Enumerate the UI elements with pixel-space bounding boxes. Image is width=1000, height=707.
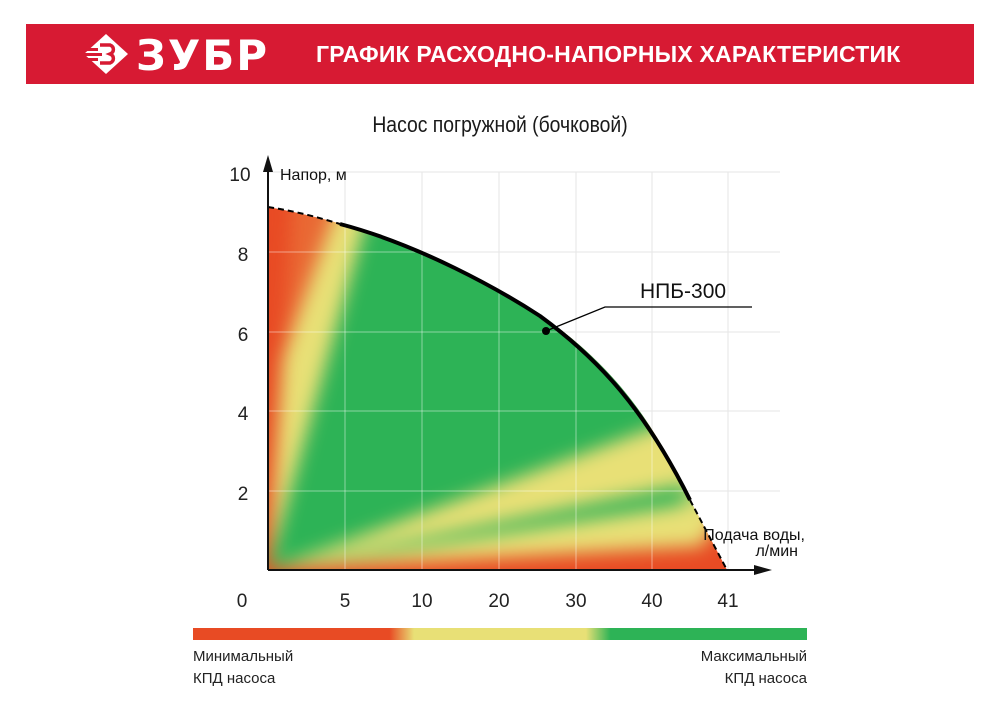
brand-name: ЗУБР (136, 31, 269, 78)
svg-text:10: 10 (229, 165, 250, 186)
x-axis-arrow-icon (754, 565, 772, 575)
efficiency-legend-bar (193, 628, 807, 640)
chart-title: Насос погружной (бочковой) (372, 112, 628, 137)
svg-text:20: 20 (488, 591, 509, 612)
svg-text:8: 8 (238, 245, 249, 266)
banner-title: ГРАФИК РАСХОДНО-НАПОРНЫХ ХАРАКТЕРИСТИК (316, 41, 901, 67)
efficiency-heatmap (268, 207, 727, 570)
legend-min-line2: КПД насоса (193, 670, 276, 687)
legend-max: Максимальный КПД насоса (701, 646, 807, 690)
legend-max-line1: Максимальный (700, 648, 807, 665)
pump-curve-npb300 (267, 206, 728, 571)
legend-max-line2: КПД насоса (724, 670, 807, 687)
svg-text:5: 5 (340, 591, 351, 612)
zubr-logo-icon: ЗУБР (78, 31, 269, 78)
series-annotation: НПБ-300 (542, 280, 752, 335)
svg-text:4: 4 (238, 404, 249, 425)
x-axis-label-line1: Подача воды, (703, 527, 805, 544)
svg-text:0: 0 (237, 591, 248, 612)
header-banner: ЗУБР ГРАФИК РАСХОДНО-НАПОРНЫХ ХАРАКТЕРИС… (26, 24, 974, 84)
series-label: НПБ-300 (640, 280, 726, 303)
axes (263, 155, 772, 575)
svg-text:6: 6 (238, 325, 249, 346)
svg-text:10: 10 (411, 591, 432, 612)
svg-text:40: 40 (641, 591, 662, 612)
svg-text:41: 41 (717, 591, 738, 612)
y-axis-arrow-icon (263, 155, 273, 172)
legend-min-line1: Минимальный (193, 648, 294, 665)
svg-text:2: 2 (238, 484, 249, 505)
x-axis-label-line2: л/мин (755, 543, 798, 560)
legend-min: Минимальный КПД насоса (193, 646, 293, 690)
y-ticks: 10 8 6 4 2 (229, 165, 250, 505)
y-axis-label: Напор, м (280, 167, 347, 184)
svg-text:30: 30 (565, 591, 586, 612)
x-ticks: 0 5 10 20 30 40 41 (237, 591, 739, 612)
